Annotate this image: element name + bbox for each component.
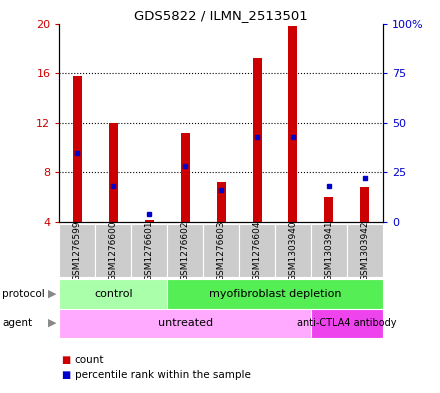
Bar <box>324 197 334 222</box>
Text: ■: ■ <box>62 370 71 380</box>
FancyBboxPatch shape <box>311 224 347 277</box>
Text: control: control <box>94 289 132 299</box>
FancyBboxPatch shape <box>203 224 239 277</box>
Text: GSM1276603: GSM1276603 <box>216 220 226 281</box>
Text: agent: agent <box>2 318 32 328</box>
Text: ▶: ▶ <box>48 318 56 328</box>
Text: ■: ■ <box>62 354 71 365</box>
Bar <box>109 123 118 222</box>
FancyBboxPatch shape <box>311 309 383 338</box>
Text: GSM1276604: GSM1276604 <box>253 220 261 281</box>
Text: count: count <box>75 354 104 365</box>
Text: GSM1303942: GSM1303942 <box>360 220 369 281</box>
Text: percentile rank within the sample: percentile rank within the sample <box>75 370 251 380</box>
FancyBboxPatch shape <box>239 224 275 277</box>
Bar <box>289 26 297 222</box>
Text: GSM1276601: GSM1276601 <box>145 220 154 281</box>
Bar <box>360 187 369 222</box>
FancyBboxPatch shape <box>131 224 167 277</box>
Bar <box>73 76 82 222</box>
Text: anti-CTLA4 antibody: anti-CTLA4 antibody <box>297 318 396 328</box>
Bar <box>181 133 190 222</box>
FancyBboxPatch shape <box>347 224 383 277</box>
Text: GSM1276600: GSM1276600 <box>109 220 118 281</box>
Text: GSM1303940: GSM1303940 <box>289 220 297 281</box>
FancyBboxPatch shape <box>275 224 311 277</box>
Text: GSM1276599: GSM1276599 <box>73 220 82 281</box>
Title: GDS5822 / ILMN_2513501: GDS5822 / ILMN_2513501 <box>134 9 308 22</box>
FancyBboxPatch shape <box>95 224 131 277</box>
FancyBboxPatch shape <box>167 224 203 277</box>
Text: protocol: protocol <box>2 288 45 299</box>
FancyBboxPatch shape <box>59 309 311 338</box>
Text: GSM1303941: GSM1303941 <box>324 220 334 281</box>
Bar <box>145 220 154 222</box>
Bar <box>253 58 261 222</box>
FancyBboxPatch shape <box>167 279 383 309</box>
FancyBboxPatch shape <box>59 279 167 309</box>
Text: GSM1276602: GSM1276602 <box>181 220 190 281</box>
FancyBboxPatch shape <box>59 224 95 277</box>
Text: ▶: ▶ <box>48 288 56 299</box>
Text: myofibroblast depletion: myofibroblast depletion <box>209 289 341 299</box>
Text: untreated: untreated <box>158 318 213 328</box>
Bar <box>216 182 226 222</box>
